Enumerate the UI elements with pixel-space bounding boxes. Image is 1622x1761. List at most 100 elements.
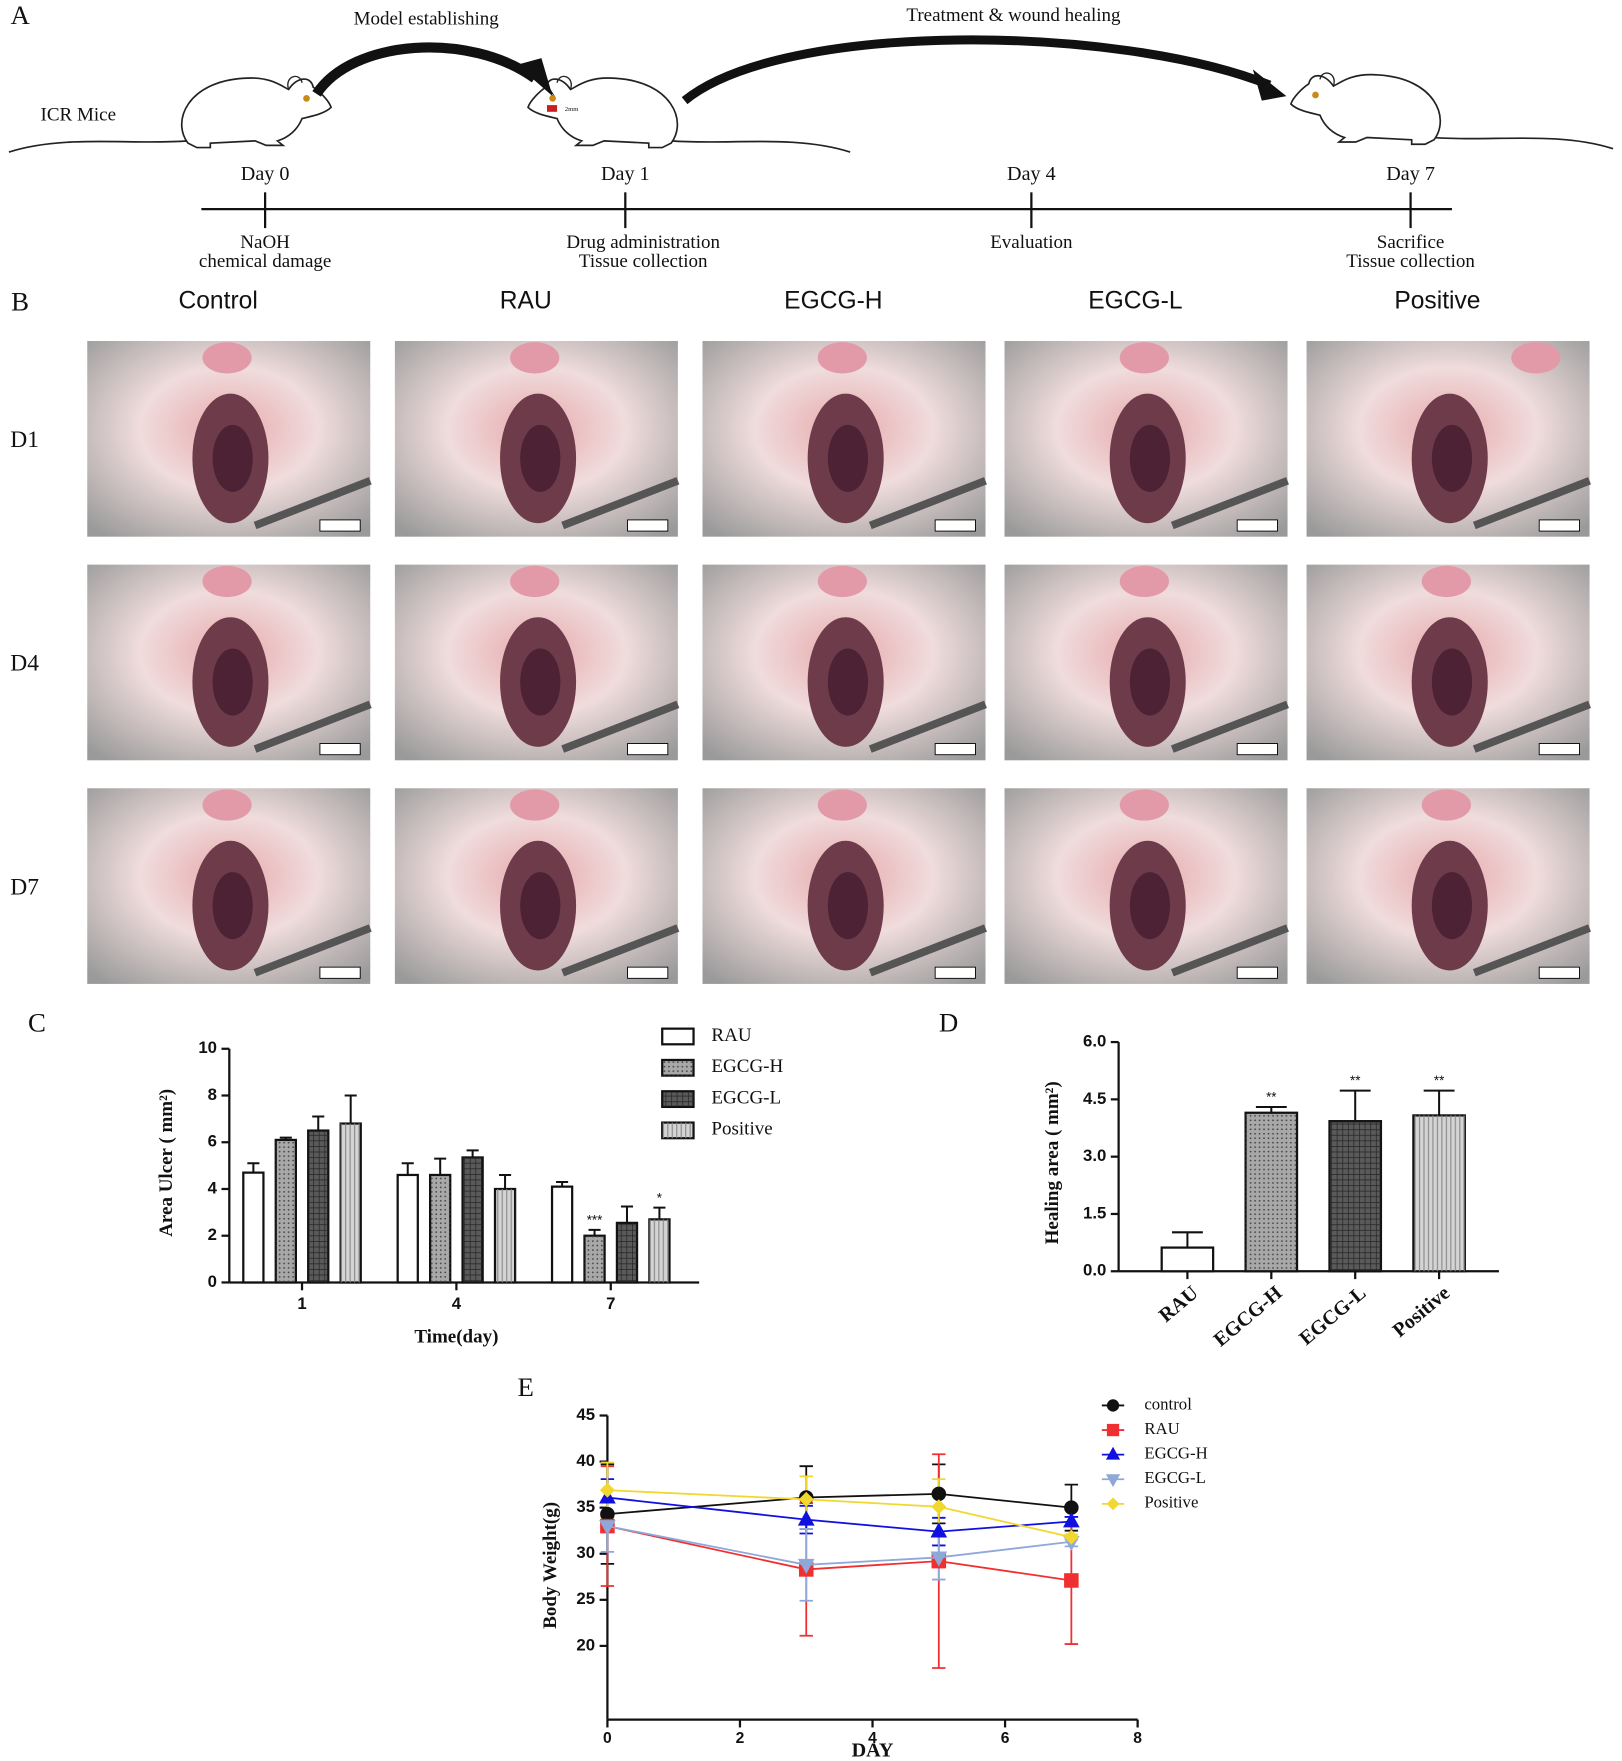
- y-tick-label: 30: [576, 1543, 595, 1562]
- series-line: [607, 1525, 1072, 1566]
- photo-forceps: [868, 477, 987, 530]
- legend-label: EGCG-H: [1144, 1443, 1207, 1462]
- legend-label: control: [1144, 1394, 1192, 1413]
- photo-nose: [817, 342, 867, 374]
- legend-label: Positive: [711, 1119, 772, 1140]
- photo-nose: [1119, 789, 1169, 821]
- y-tick-label: 35: [576, 1497, 595, 1516]
- x-axis-label: Time(day): [414, 1327, 498, 1348]
- y-tick-label: 1.5: [1083, 1203, 1106, 1222]
- x-tick-label: 0: [603, 1730, 612, 1747]
- panel-label: E: [518, 1372, 534, 1402]
- event-label: Tissue collection: [579, 251, 708, 272]
- photo-nose: [202, 342, 252, 374]
- day-label: Day 0: [241, 163, 290, 185]
- photo-forceps: [253, 924, 372, 977]
- bar-pattern: [649, 1219, 670, 1283]
- day-label: Day 4: [1007, 163, 1056, 185]
- wound-mark: [547, 105, 558, 112]
- error-bar: [653, 1206, 666, 1220]
- column-header: Control: [178, 287, 257, 314]
- bar-pattern: [308, 1130, 329, 1283]
- y-tick-label: 45: [576, 1405, 595, 1424]
- error-bar: [466, 1149, 479, 1158]
- error-bar: [312, 1115, 325, 1131]
- mouse-icon: [527, 75, 851, 153]
- marker: [798, 1491, 814, 1507]
- mouse-eye: [303, 95, 310, 102]
- error-bar: [1423, 1089, 1455, 1116]
- column-header: RAU: [500, 287, 552, 314]
- photo-forceps: [1170, 924, 1289, 977]
- legend-swatch-pattern: [662, 1122, 694, 1139]
- marker: [797, 1558, 815, 1575]
- error-bar: [620, 1205, 634, 1223]
- column-header: EGCG-L: [1088, 287, 1182, 314]
- x-tick-label: EGCG-H: [1210, 1282, 1287, 1352]
- photo-tongue: [520, 648, 561, 716]
- marker: [930, 1522, 948, 1538]
- marker: [1064, 1573, 1079, 1588]
- mouse-tail: [1434, 136, 1614, 150]
- mouse-body: [527, 77, 679, 149]
- photo-scale-bar: [319, 519, 361, 532]
- photo-tongue: [1129, 872, 1171, 940]
- x-tick-label: 4: [868, 1730, 877, 1747]
- x-tick-label: Positive: [1389, 1282, 1455, 1342]
- mouse-eye: [549, 95, 556, 102]
- bar-pattern: [430, 1174, 451, 1283]
- photo-nose: [1421, 789, 1471, 821]
- event-label: Evaluation: [990, 232, 1073, 253]
- bar-pattern: [616, 1222, 638, 1283]
- arrow-head: [516, 58, 553, 97]
- photo-scale-bar: [627, 519, 669, 532]
- day-label: Day 1: [601, 163, 650, 185]
- photo-nose: [510, 565, 560, 598]
- day-label: Day 7: [1386, 163, 1435, 185]
- column-header: EGCG-H: [784, 287, 882, 314]
- photo-forceps: [1170, 477, 1289, 530]
- photo-scale-bar: [319, 743, 361, 756]
- panel-label: C: [28, 1007, 46, 1037]
- photo-nose: [1119, 342, 1169, 374]
- photo-nose: [817, 789, 867, 821]
- panel-label: B: [11, 286, 29, 316]
- error-bar: [1255, 1106, 1287, 1113]
- y-axis-label: Body Weight(g): [540, 1502, 561, 1629]
- legend-label: EGCG-L: [1144, 1468, 1205, 1487]
- photo-forceps: [561, 477, 680, 530]
- photo-nose: [510, 342, 560, 374]
- column-header: Positive: [1394, 287, 1480, 314]
- mouse-icon: [1289, 72, 1614, 150]
- bar-pattern: [1413, 1115, 1465, 1272]
- bar: [1160, 1246, 1215, 1273]
- marker: [599, 1520, 616, 1536]
- photo-tongue: [1129, 424, 1171, 492]
- x-tick-label: 1: [297, 1294, 306, 1313]
- photo-nose: [202, 565, 252, 598]
- photo-tongue: [1431, 424, 1473, 492]
- legend-label: Positive: [1144, 1493, 1198, 1512]
- error-bar: [247, 1162, 260, 1173]
- bar-pattern: [584, 1235, 605, 1283]
- photo-tongue: [1431, 648, 1473, 716]
- significance-label: **: [1350, 1073, 1360, 1088]
- y-tick-label: 2: [208, 1225, 217, 1244]
- bar-pattern: [340, 1123, 361, 1283]
- photo-scale-bar: [1538, 743, 1580, 756]
- photo-tongue: [520, 872, 561, 940]
- bar-pattern: [1245, 1112, 1298, 1272]
- x-axis-label: DAY: [852, 1740, 894, 1761]
- significance-label: **: [1434, 1073, 1444, 1088]
- photo-tongue: [827, 424, 869, 492]
- significance-label: **: [1266, 1090, 1276, 1105]
- photo-tongue: [1129, 648, 1171, 716]
- error-bar: [1171, 1231, 1203, 1248]
- photo-forceps: [1472, 700, 1591, 753]
- photo-tongue: [212, 648, 253, 716]
- photo-scale-bar: [1538, 966, 1580, 979]
- photo-nose: [1511, 342, 1561, 374]
- marker: [797, 1510, 815, 1526]
- photo-tongue: [212, 872, 253, 940]
- x-tick-label: 6: [1001, 1730, 1010, 1747]
